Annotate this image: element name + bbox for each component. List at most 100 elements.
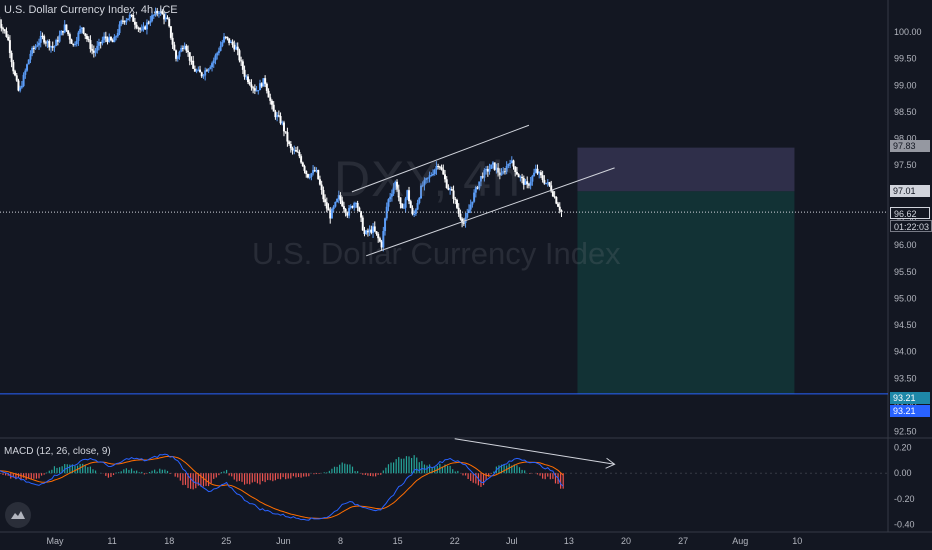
candle-body [216,53,219,56]
candle-body [432,173,435,176]
candle-body [253,88,256,91]
candle-body [538,172,541,174]
candle-body [485,168,488,171]
candle-body [435,166,438,170]
price-tick-label: 94.50 [894,320,917,330]
candle-body [173,44,176,51]
candle-body [68,34,71,40]
candle-body [5,30,8,37]
candle-body [22,74,25,86]
candle-body [384,218,387,232]
candle-body [366,230,369,233]
candle-body [467,209,470,213]
candle-body [284,131,287,133]
candle-body [240,60,243,62]
candle-body [282,122,285,132]
candle-body [101,40,104,44]
candle-body [291,148,294,151]
signal-line [0,455,564,519]
candle-body [471,201,474,205]
candle-body [457,207,460,214]
candle-body [149,20,152,23]
candle-body [190,60,193,62]
candle-body [330,209,333,219]
candle-body [171,37,174,45]
candle-body [372,226,375,233]
candle-body [399,197,402,205]
candle-body [423,179,426,186]
candle-body [195,70,198,72]
candle-body [2,28,5,30]
candle-body [404,198,407,208]
candle-body [481,176,484,178]
candle-body [310,173,313,178]
candle-body [246,76,249,83]
candle-body [332,206,335,210]
candle-body [258,83,261,91]
candle-body [363,230,366,234]
candle-body [34,46,37,49]
last-price-tag: 96.62 [890,207,930,219]
candle-body [264,78,267,84]
candle-body [536,168,539,174]
candle-body [414,209,417,214]
candle-body [70,39,73,44]
candle-body [488,168,491,172]
candle-body [72,43,75,45]
candle-body [353,203,356,208]
candle-body [449,189,452,191]
candle-body [169,26,172,38]
candle-body [445,179,448,188]
candle-body [375,231,378,234]
candle-body [58,35,61,42]
candle-body [279,116,282,124]
entry-price-tag: 97.01 [890,185,930,197]
candle-body [473,192,476,202]
candle-body [459,213,462,219]
candle-body [175,50,178,59]
candle-body [413,213,416,215]
tradingview-logo-icon[interactable] [5,502,31,528]
candle-body [325,202,328,209]
candle-body [217,50,220,54]
time-tick-label: May [46,536,64,546]
candle-body [63,24,66,33]
candle-body [211,63,214,68]
candle-body [43,36,46,43]
candle-body [212,60,215,64]
candle-body [548,182,551,186]
candle-body [466,212,469,218]
candle-body [505,165,508,172]
candle-body [248,82,251,85]
candle-body [79,28,82,33]
candle-body [392,187,395,194]
candle-body [490,164,493,169]
macd-tick-label: -0.40 [894,519,915,529]
candle-body [521,176,524,179]
candle-body [154,10,157,15]
candle-body [65,24,68,31]
candle-body [274,111,277,118]
candle-body [56,40,59,42]
candle-body [336,198,339,202]
candle-body [8,40,11,53]
time-tick-label: 11 [107,536,116,546]
candle-body [82,27,85,34]
candle-body [524,181,527,185]
candle-body [223,36,226,43]
candle-body [486,168,489,172]
candle-body [199,69,202,73]
candle-body [61,30,64,33]
price-tick-label: 99.00 [894,80,917,90]
candle-body [401,204,404,209]
candle-body [270,100,273,105]
candle-body [421,185,424,187]
time-tick-label: 15 [393,536,403,546]
candle-body [533,172,536,177]
candle-body [390,193,393,197]
candle-body [0,19,1,25]
candle-body [361,217,364,231]
candle-body [10,52,13,63]
candle-body [368,229,371,233]
